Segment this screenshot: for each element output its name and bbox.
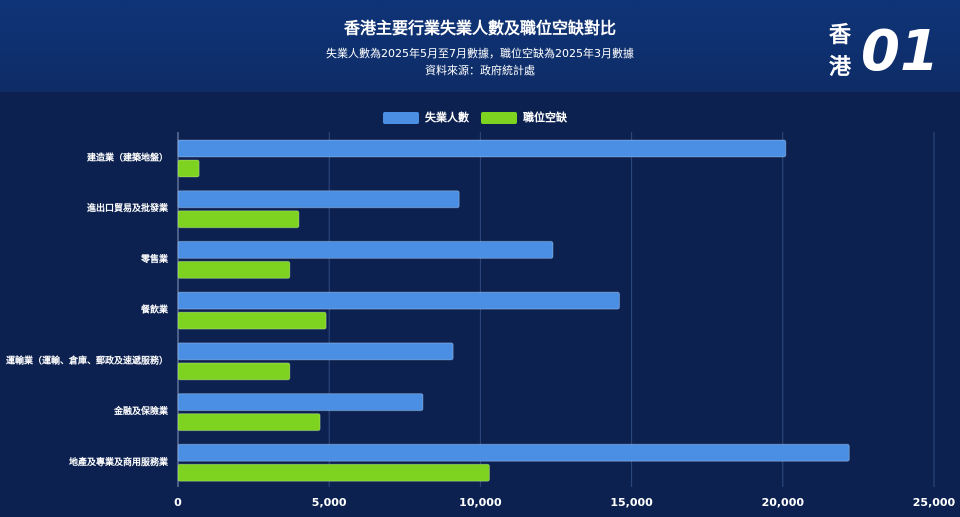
x-tick-label: 10,000	[459, 496, 502, 509]
bar	[177, 443, 850, 462]
logo-mark: 01	[861, 19, 939, 84]
bar	[177, 393, 424, 412]
bar	[177, 139, 787, 158]
bar	[177, 210, 300, 229]
logo-char: 香	[829, 23, 851, 48]
source: 資料來源：政府統計處	[425, 63, 535, 77]
legend-swatch	[481, 112, 517, 124]
bar	[177, 291, 621, 310]
y-tick-label: 金融及保險業	[113, 405, 169, 417]
y-tick-label: 進出口貿易及批發業	[87, 202, 169, 214]
legend-label: 職位空缺	[523, 110, 568, 124]
legend-label: 失業人數	[425, 110, 469, 124]
legend-swatch	[383, 112, 419, 124]
bar	[177, 159, 200, 178]
bar	[177, 463, 490, 482]
bar	[177, 240, 554, 259]
y-tick-label: 運輸業（運輸、倉庫、郵政及速遞服務）	[6, 354, 168, 366]
header-bg	[0, 0, 960, 92]
logo-char: 港	[829, 55, 852, 80]
bar	[177, 342, 454, 361]
y-tick-label: 地產及專業及商用服務業	[69, 456, 169, 468]
y-tick-label: 零售業	[140, 253, 169, 265]
x-tick-label: 25,000	[913, 496, 956, 509]
bar	[177, 190, 460, 209]
x-tick-label: 5,000	[312, 496, 347, 509]
bar	[177, 413, 321, 432]
subtitle: 失業人數為2025年5月至7月數據，職位空缺為2025年3月數據	[326, 46, 634, 60]
x-tick-label: 20,000	[762, 496, 805, 509]
bar	[177, 311, 327, 330]
x-tick-label: 15,000	[610, 496, 653, 509]
x-tick-label: 0	[174, 496, 182, 509]
y-tick-label: 建造業（建築地盤）	[87, 152, 168, 164]
chart-title: 香港主要行業失業人數及職位空缺對比	[343, 19, 616, 38]
bar	[177, 362, 291, 381]
bar	[177, 260, 291, 279]
y-tick-label: 餐飲業	[140, 304, 169, 316]
